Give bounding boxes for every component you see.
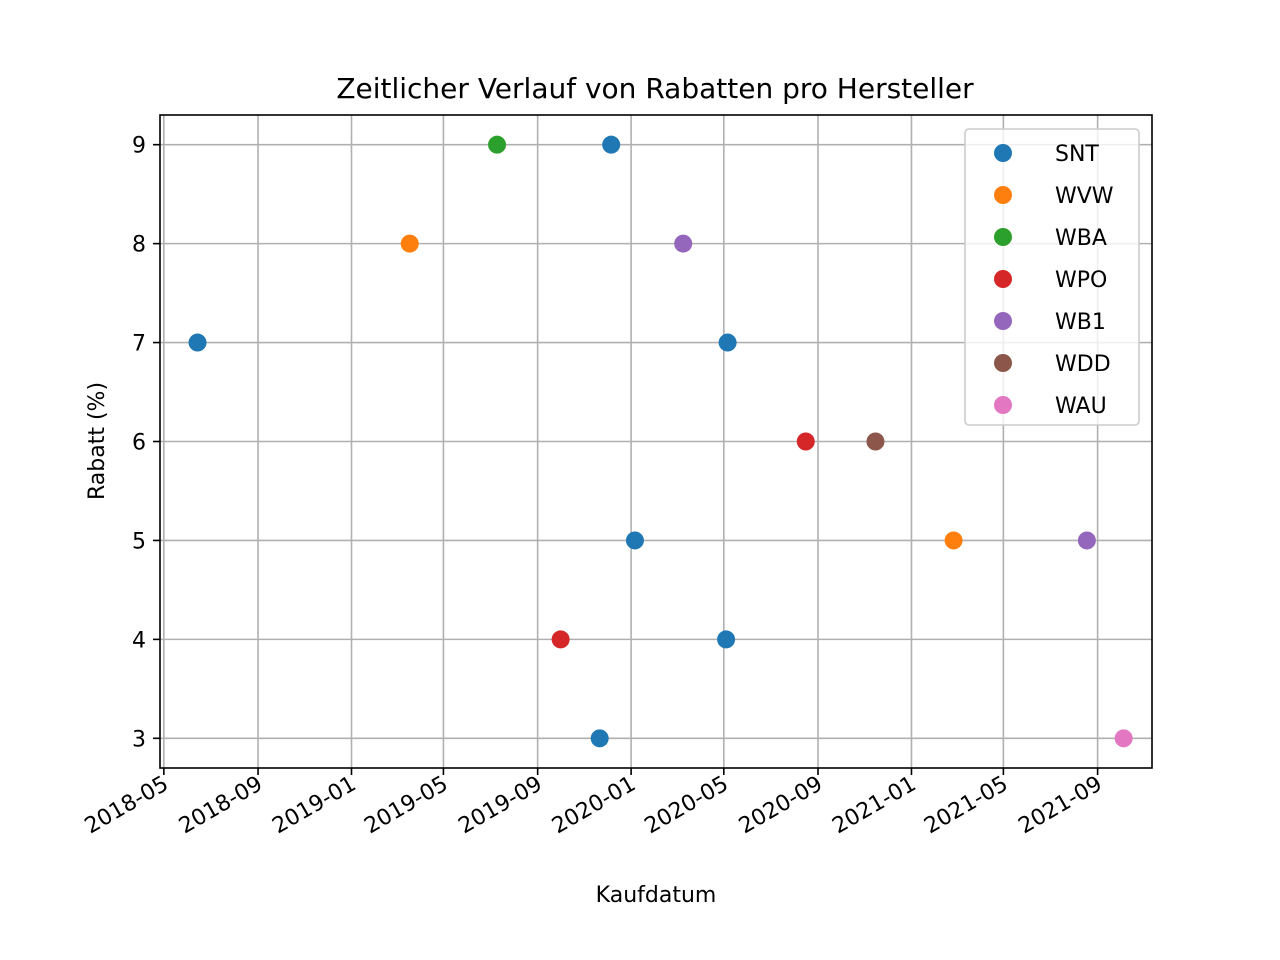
legend-marker-wb1 (994, 312, 1012, 330)
legend-marker-wvw (994, 186, 1012, 204)
x-axis-title: Kaufdatum (596, 883, 717, 908)
legend-marker-wau (994, 396, 1012, 414)
legend-label-wpo: WPO (1055, 268, 1107, 293)
legend-label-wba: WBA (1055, 226, 1107, 251)
data-point-wdd (866, 432, 885, 451)
legend-label-wvw: WVW (1055, 184, 1114, 209)
legend-label-wau: WAU (1055, 394, 1107, 419)
data-point-snt (188, 333, 207, 352)
data-point-wb1 (674, 234, 693, 253)
legend-box (964, 128, 1140, 426)
legend-marker-wdd (994, 354, 1012, 372)
legend-label-wdd: WDD (1055, 352, 1111, 377)
y-tick-label: 9 (132, 134, 146, 159)
legend-marker-wba (994, 228, 1012, 246)
data-point-wvw (400, 234, 419, 253)
data-point-snt (590, 729, 609, 748)
legend-marker-wpo (994, 270, 1012, 288)
data-point-wpo (551, 630, 570, 649)
legend-marker-snt (994, 144, 1012, 162)
legend: SNT WVW WBA WPO WB1 WDD WAU (964, 128, 1140, 426)
data-point-wba (488, 135, 507, 154)
data-point-wpo (796, 432, 815, 451)
y-tick-label: 7 (132, 332, 146, 357)
y-axis: 3 4 5 6 7 8 9 (132, 134, 160, 752)
data-point-snt (602, 135, 621, 154)
chart-title: Zeitlicher Verlauf von Rabatten pro Hers… (336, 72, 974, 105)
y-axis-title: Rabatt (%) (85, 382, 110, 500)
y-tick-label: 5 (132, 529, 146, 554)
data-point-snt (718, 333, 737, 352)
legend-label-wb1: WB1 (1055, 310, 1106, 335)
data-point-snt (625, 531, 644, 550)
data-points (188, 135, 1133, 748)
y-tick-label: 3 (132, 727, 146, 752)
data-point-wb1 (1077, 531, 1096, 550)
y-tick-label: 8 (132, 233, 146, 258)
legend-label-snt: SNT (1055, 142, 1099, 167)
y-tick-label: 6 (132, 431, 146, 456)
y-tick-label: 4 (132, 628, 146, 653)
data-point-snt (717, 630, 736, 649)
data-point-wvw (944, 531, 963, 550)
data-point-wau (1114, 729, 1133, 748)
grid (160, 115, 1152, 768)
